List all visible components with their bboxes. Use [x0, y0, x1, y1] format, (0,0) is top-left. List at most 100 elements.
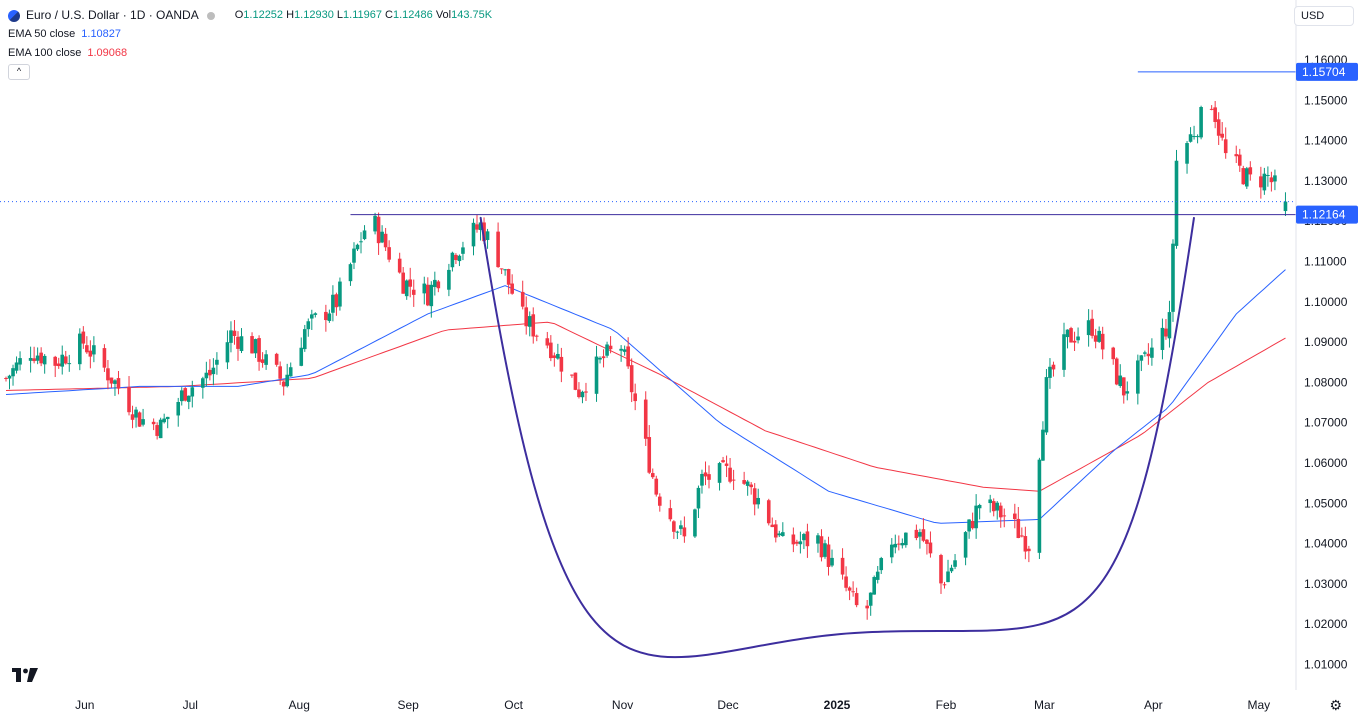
- candle: [770, 517, 775, 528]
- candle-body: [454, 254, 458, 261]
- candle-body: [155, 425, 159, 436]
- candle: [1023, 526, 1028, 560]
- candle: [851, 581, 855, 597]
- candle-body: [570, 374, 574, 376]
- candle-body: [1143, 352, 1147, 354]
- candle-body: [42, 355, 47, 365]
- candle-body: [647, 437, 652, 473]
- candle: [1241, 165, 1246, 185]
- candle: [766, 498, 771, 526]
- candle: [278, 361, 282, 385]
- candle-body: [534, 335, 539, 337]
- candle-body: [1114, 358, 1119, 385]
- candle: [1171, 239, 1175, 322]
- candle: [348, 262, 353, 286]
- candle-body: [53, 356, 58, 366]
- ema50-value: 1.10827: [81, 28, 122, 40]
- candle-body: [942, 584, 947, 586]
- candle: [1048, 358, 1052, 389]
- ema100-legend-row[interactable]: EMA 100 close 1.09068: [8, 44, 492, 63]
- candle: [155, 422, 159, 440]
- time-axis[interactable]: Jun Jul Aug Sep Oct Nov Dec 2025 Feb Mar Apr May: [75, 698, 1270, 712]
- candle: [457, 254, 462, 267]
- candle-body: [1213, 107, 1217, 122]
- candle: [302, 324, 307, 352]
- candle: [42, 354, 47, 374]
- candle: [106, 359, 110, 390]
- candle-body: [696, 487, 701, 509]
- candle-body: [921, 529, 926, 541]
- candle-body: [953, 560, 957, 567]
- candle: [650, 468, 655, 479]
- price-axis[interactable]: 1.160001.150001.140001.130001.120001.110…: [1295, 0, 1358, 690]
- candle: [773, 520, 778, 543]
- candle-body: [18, 358, 22, 365]
- ema50-legend-row[interactable]: EMA 50 close 1.10827: [8, 25, 492, 44]
- candle-body: [1044, 377, 1049, 433]
- candle: [939, 553, 943, 594]
- candle: [63, 350, 68, 365]
- candle-body: [232, 330, 237, 337]
- candle: [208, 359, 212, 381]
- candle-body: [1259, 176, 1263, 188]
- candle-body: [1273, 175, 1277, 182]
- candle-body: [278, 366, 282, 379]
- symbol-title[interactable]: Euro / U.S. Dollar · 1D · OANDA: [26, 8, 199, 22]
- candle: [81, 326, 86, 349]
- candle: [925, 539, 929, 555]
- candle: [362, 225, 367, 241]
- candle-body: [693, 509, 697, 537]
- candle-body: [1185, 143, 1189, 164]
- candle: [647, 425, 652, 475]
- candle-body: [1139, 355, 1144, 361]
- candle-body: [717, 463, 722, 483]
- candle-body: [1016, 518, 1021, 539]
- candle-body: [897, 543, 901, 545]
- candle: [791, 527, 796, 553]
- x-tick-label: Aug: [289, 698, 310, 712]
- y-tick-label: 1.15000: [1304, 93, 1348, 107]
- candle-body: [1093, 335, 1098, 342]
- euro-dollar-flag-icon: [8, 9, 20, 22]
- candle-body: [229, 330, 233, 343]
- x-tick-label: Jul: [183, 698, 198, 712]
- candle-body: [426, 284, 430, 306]
- candle: [274, 352, 279, 367]
- candle: [253, 338, 258, 358]
- candle-body: [823, 543, 827, 557]
- candle-body: [1041, 429, 1045, 461]
- candle-body: [854, 593, 859, 606]
- candle-body: [988, 499, 992, 504]
- market-status-icon[interactable]: [206, 11, 215, 20]
- candle-body: [1234, 154, 1239, 157]
- currency-selector[interactable]: USD: [1294, 6, 1354, 26]
- candle-body: [668, 508, 673, 520]
- candle: [401, 267, 405, 294]
- candle-body: [773, 524, 778, 538]
- candlestick-series[interactable]: [4, 100, 1288, 620]
- candle: [1143, 350, 1147, 357]
- collapse-legend-button[interactable]: ^: [8, 64, 30, 80]
- tradingview-logo-icon[interactable]: TV: [12, 668, 38, 682]
- candle-body: [1027, 548, 1031, 552]
- candle-body: [1065, 329, 1070, 338]
- candle: [777, 530, 782, 538]
- chart-settings-gear-icon[interactable]: ⚙: [1329, 697, 1342, 713]
- candle: [422, 276, 427, 305]
- candle-body: [1121, 377, 1126, 396]
- x-tick-label: Apr: [1144, 698, 1163, 712]
- candle-body: [327, 313, 332, 321]
- price-tag-bg: [1296, 62, 1358, 81]
- candle-body: [14, 362, 19, 371]
- candle: [1248, 161, 1253, 181]
- candle-body: [949, 567, 954, 572]
- candle: [1027, 545, 1031, 563]
- y-tick-label: 1.13000: [1304, 174, 1348, 188]
- candle: [334, 292, 339, 316]
- candle-body: [204, 372, 209, 379]
- candle-body: [274, 353, 279, 365]
- candle: [752, 483, 757, 516]
- candle-body: [116, 378, 121, 389]
- candle: [211, 358, 216, 386]
